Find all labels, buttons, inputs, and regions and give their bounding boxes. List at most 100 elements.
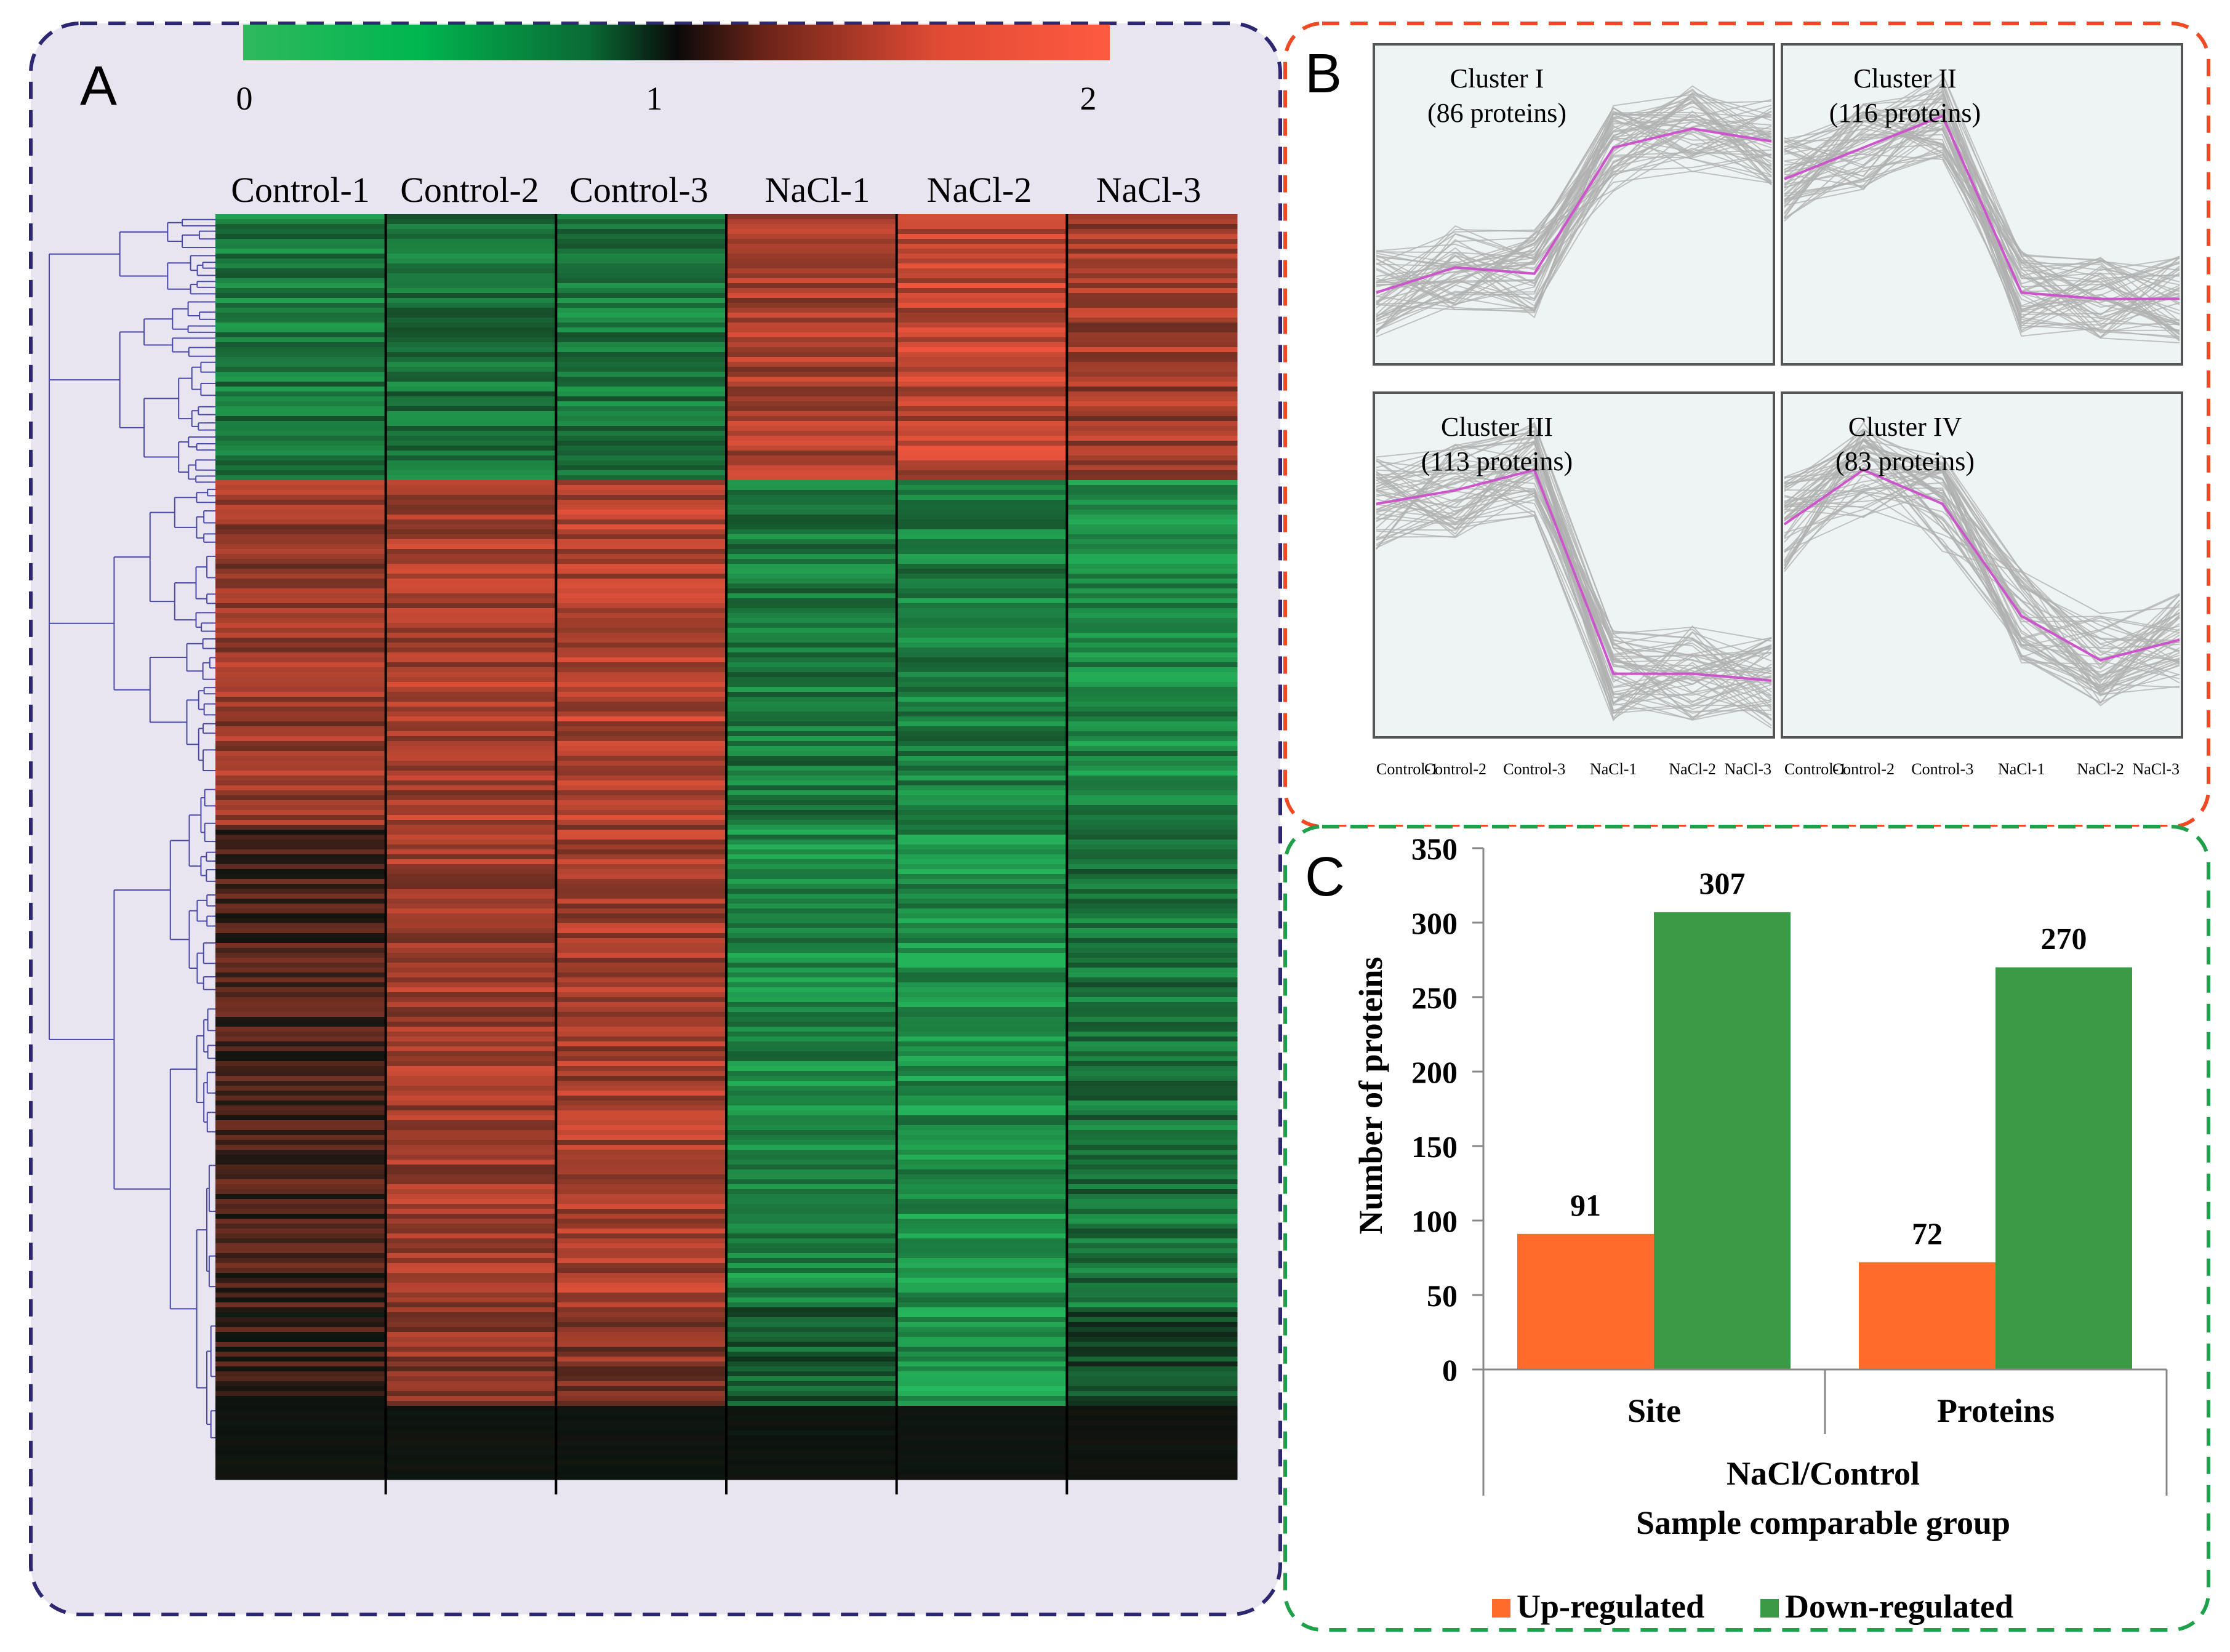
heatmap-cell xyxy=(1067,968,1238,973)
heatmap-cell xyxy=(726,1381,897,1387)
protein-profile-line xyxy=(1376,463,1772,720)
heatmap-cell xyxy=(215,337,387,343)
heatmap-cell xyxy=(215,840,387,845)
heatmap-cell xyxy=(215,421,387,427)
heatmap-cell xyxy=(556,1229,727,1234)
heatmap-cell xyxy=(726,667,897,673)
heatmap-cell xyxy=(215,1051,387,1057)
heatmap-cell xyxy=(726,1248,897,1254)
heatmap-cell xyxy=(1067,889,1238,894)
heatmap-cell xyxy=(556,854,727,860)
heatmap-cell xyxy=(1067,1012,1238,1017)
protein-profile-line xyxy=(1784,73,2180,339)
heatmap-cell xyxy=(726,387,897,392)
protein-profile-line xyxy=(1784,492,2180,662)
heatmap-cell xyxy=(1067,1051,1238,1057)
heatmap-cell xyxy=(385,1312,556,1318)
heatmap-cell xyxy=(556,963,727,968)
heatmap-cell xyxy=(556,992,727,998)
heatmap-cell xyxy=(1067,239,1238,244)
heatmap-cell xyxy=(1067,1076,1238,1081)
heatmap-cell xyxy=(896,1233,1067,1239)
heatmap-cell xyxy=(726,790,897,796)
heatmap-col-control-1: Control-1 xyxy=(231,170,370,210)
heatmap-cell xyxy=(896,475,1067,481)
heatmap-cell xyxy=(556,687,727,692)
heatmap-cell xyxy=(1067,667,1238,673)
heatmap-cell xyxy=(556,702,727,707)
heatmap-cell xyxy=(556,1169,727,1175)
heatmap-cell xyxy=(215,1061,387,1067)
heatmap-cell xyxy=(896,1105,1067,1111)
heatmap-cell xyxy=(1067,337,1238,343)
heatmap-cell xyxy=(726,544,897,550)
heatmap-cell xyxy=(726,1174,897,1180)
heatmap-cell xyxy=(896,643,1067,648)
heatmap-cell xyxy=(215,835,387,840)
heatmap-cell xyxy=(896,692,1067,697)
heatmap-cell xyxy=(215,416,387,422)
heatmap-cell xyxy=(726,953,897,958)
heatmap-cell xyxy=(215,451,387,456)
heatmap-cell xyxy=(1067,268,1238,274)
heatmap-cell xyxy=(1067,756,1238,761)
heatmap-cell xyxy=(215,1406,387,1411)
heatmap-cell xyxy=(215,972,387,978)
heatmap-cell xyxy=(726,677,897,683)
heatmap-cell xyxy=(896,411,1067,417)
heatmap-cell xyxy=(896,1046,1067,1052)
heatmap-cell xyxy=(896,761,1067,766)
heatmap-cell xyxy=(896,633,1067,638)
heatmap-cell xyxy=(385,387,556,392)
heatmap-cell xyxy=(726,1263,897,1269)
protein-profile-line xyxy=(1784,108,2180,332)
heatmap-cell xyxy=(1067,372,1238,377)
heatmap-cell xyxy=(896,529,1067,535)
heatmap-cell xyxy=(215,303,387,308)
heatmap-cell xyxy=(726,352,897,358)
heatmap-cell xyxy=(1067,273,1238,279)
legend-label-down: Down-regulated xyxy=(1785,1588,2013,1625)
heatmap-cell xyxy=(1067,377,1238,382)
heatmap-cell xyxy=(385,899,556,904)
heatmap-cell xyxy=(215,524,387,530)
heatmap-cell xyxy=(556,352,727,358)
heatmap-cell xyxy=(556,372,727,377)
heatmap-cell xyxy=(215,1110,387,1116)
protein-profile-line xyxy=(1784,470,2180,684)
heatmap-cell xyxy=(896,844,1067,850)
heatmap-cell xyxy=(385,569,556,574)
heatmap-cell xyxy=(1067,244,1238,249)
heatmap-cell xyxy=(385,1258,556,1264)
heatmap-cell xyxy=(215,401,387,407)
heatmap-cell xyxy=(215,598,387,604)
heatmap-cell xyxy=(1067,549,1238,555)
heatmap-cell xyxy=(385,1002,556,1008)
heatmap-cell xyxy=(385,1381,556,1387)
heatmap-cell xyxy=(385,672,556,678)
heatmap-cell xyxy=(385,1406,556,1411)
heatmap-cell xyxy=(385,1248,556,1254)
heatmap-cell xyxy=(726,1347,897,1352)
heatmap-cell xyxy=(1067,800,1238,806)
protein-profile-line xyxy=(1376,170,1772,271)
heatmap-cell xyxy=(896,1263,1067,1269)
heatmap-cell xyxy=(215,495,387,500)
heatmap-cell xyxy=(726,288,897,294)
heatmap-cell xyxy=(1067,1401,1238,1406)
heatmap-cell xyxy=(215,1076,387,1081)
heatmap-cell xyxy=(385,1416,556,1421)
heatmap-cell xyxy=(1067,283,1238,289)
heatmap-cell xyxy=(556,697,727,702)
heatmap-cell xyxy=(556,406,727,412)
heatmap-cell xyxy=(556,1027,727,1032)
heatmap-cell xyxy=(556,657,727,663)
heatmap-cell xyxy=(896,889,1067,894)
heatmap-cell xyxy=(896,726,1067,732)
heatmap-cell xyxy=(726,1184,897,1190)
heatmap-cell xyxy=(896,1297,1067,1303)
heatmap-cell xyxy=(896,741,1067,747)
heatmap-cell xyxy=(896,746,1067,752)
heatmap-cell xyxy=(215,820,387,825)
heatmap-cell xyxy=(215,323,387,328)
